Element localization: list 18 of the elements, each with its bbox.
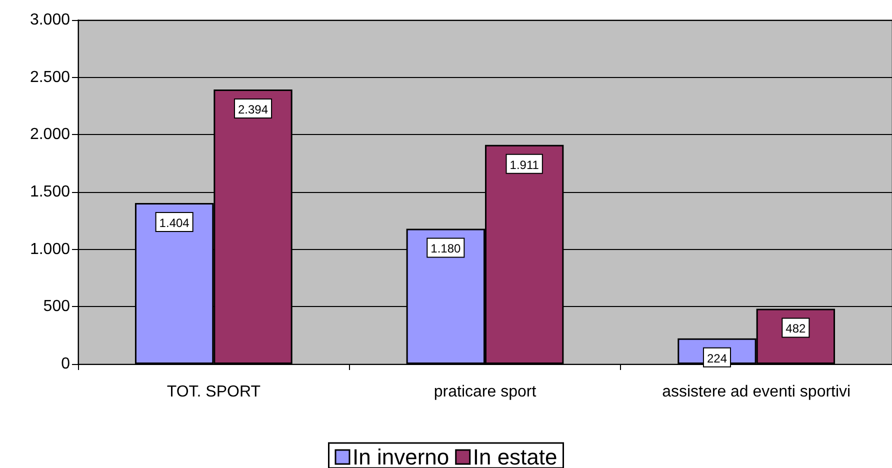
y-tick-label: 500 <box>43 298 70 316</box>
y-tick-label: 3.000 <box>30 12 70 28</box>
legend-label: In estate <box>472 444 558 468</box>
data-label: 1.911 <box>510 158 540 172</box>
y-tick-label: 2.500 <box>30 68 70 86</box>
x-tick-label: TOT. SPORT <box>166 384 261 400</box>
x-tick-label: assistere ad eventi sportivi <box>662 384 851 400</box>
data-label: 2.394 <box>238 102 268 116</box>
y-tick-label: 1.500 <box>30 184 70 200</box>
legend-label: In inverno <box>352 444 450 468</box>
data-label: 1.404 <box>159 216 190 230</box>
y-tick-label: 0 <box>61 356 70 372</box>
y-tick-label: 1.000 <box>30 240 70 258</box>
data-label: 1.180 <box>430 242 461 256</box>
y-tick-label: 2.000 <box>30 126 70 144</box>
x-tick-label: praticare sport <box>434 384 537 400</box>
data-label: 482 <box>786 322 806 336</box>
data-label: 224 <box>706 351 728 366</box>
